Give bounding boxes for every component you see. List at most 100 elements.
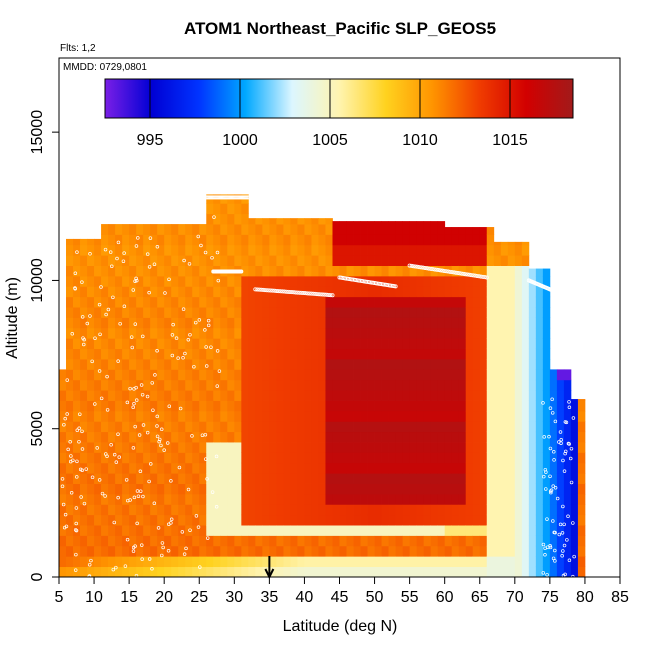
heatmap-cell [416, 452, 425, 464]
heatmap-cell [73, 390, 81, 401]
heatmap-cell [423, 493, 432, 505]
heatmap-cell [213, 390, 221, 401]
heatmap-cell [248, 535, 256, 547]
heatmap-cell [290, 275, 298, 287]
heatmap-cell [101, 504, 109, 516]
profile-point [148, 462, 153, 466]
profile-point [74, 521, 78, 526]
heatmap-cell [122, 400, 130, 412]
heatmap-cell [556, 493, 565, 505]
heatmap-cell [479, 296, 488, 308]
heatmap-cell [465, 462, 474, 474]
heatmap-cell [332, 442, 340, 453]
heatmap-cell [220, 493, 228, 505]
heatmap-cell [157, 504, 165, 516]
heatmap-cell [381, 234, 389, 246]
heatmap-cell [479, 535, 488, 547]
heatmap-cell [444, 379, 453, 391]
heatmap-cell [269, 255, 277, 266]
heatmap-cell [521, 556, 530, 568]
heatmap-cell [374, 255, 382, 266]
heatmap-cell [388, 504, 396, 516]
heatmap-cell [290, 535, 298, 547]
heatmap-cell [395, 307, 404, 318]
heatmap-cell [486, 255, 495, 266]
heatmap-cell [437, 566, 446, 577]
heatmap-cell [290, 218, 298, 225]
heatmap-cell [332, 493, 340, 505]
heatmap-cell [339, 234, 347, 246]
heatmap-cell [472, 410, 481, 422]
heatmap-cell [129, 234, 137, 246]
heatmap-cell [353, 442, 361, 453]
heatmap-cell [409, 566, 418, 577]
heatmap-cell [241, 338, 249, 350]
heatmap-cell [416, 421, 425, 433]
heatmap-cell [213, 556, 221, 568]
heatmap-cell [206, 483, 214, 495]
heatmap-cell [66, 307, 74, 318]
profile-point [204, 457, 208, 461]
heatmap-cell [192, 379, 200, 391]
heatmap-cell [192, 286, 200, 298]
heatmap-cell [234, 525, 242, 536]
heatmap-cell [507, 317, 516, 329]
profile-point [205, 536, 210, 540]
heatmap-cell [339, 307, 347, 318]
heatmap-cell [101, 296, 109, 308]
y-tick-label: 15000 [29, 110, 46, 155]
heatmap-cell [59, 514, 67, 526]
heatmap-cell [423, 379, 432, 391]
heatmap-cell [297, 556, 305, 568]
heatmap-cell [311, 452, 319, 464]
profile-point [147, 479, 151, 484]
heatmap-cell [73, 462, 81, 474]
heatmap-cell [325, 452, 333, 464]
heatmap-cell [507, 307, 516, 318]
heatmap-cell [234, 327, 242, 339]
heatmap-cell [367, 421, 375, 433]
heatmap-cell [374, 431, 382, 443]
heatmap-cell [304, 327, 312, 339]
heatmap-cell [255, 514, 263, 526]
heatmap-cell [332, 431, 340, 443]
x-tick-label: 45 [331, 589, 349, 606]
heatmap-cell [528, 317, 537, 329]
profile-point [558, 522, 563, 527]
heatmap-cell [136, 431, 144, 443]
heatmap-cell [304, 255, 312, 266]
heatmap-cell [80, 307, 88, 318]
heatmap-cell [570, 504, 579, 516]
profile-point [159, 443, 163, 448]
heatmap-cell [227, 369, 235, 381]
heatmap-cell [486, 431, 495, 443]
heatmap-cell [472, 338, 481, 350]
heatmap-cell [458, 317, 467, 329]
heatmap-cell [360, 452, 368, 464]
heatmap-cell [115, 556, 123, 568]
heatmap-cell [563, 504, 572, 516]
heatmap-cell [493, 348, 502, 360]
heatmap-cell [213, 224, 221, 235]
profile-point [147, 290, 151, 295]
heatmap-cell [409, 462, 418, 474]
heatmap-cell [248, 556, 256, 568]
flight-track-point [316, 292, 321, 297]
heatmap-cell [360, 221, 368, 225]
heatmap-cell [269, 525, 277, 536]
profile-point [65, 412, 69, 416]
heatmap-cell [108, 504, 116, 516]
heatmap-cell [367, 286, 375, 298]
heatmap-cell [143, 462, 151, 474]
heatmap-cell [318, 452, 326, 464]
heatmap-cell [360, 327, 368, 339]
heatmap-cell [318, 535, 326, 547]
heatmap-cell [304, 514, 312, 526]
heatmap-cell [220, 296, 228, 308]
heatmap-cell [248, 307, 256, 318]
heatmap-cell [276, 442, 284, 453]
heatmap-cell [430, 431, 439, 443]
heatmap-cell [465, 483, 474, 495]
flight-track-point [473, 273, 478, 278]
heatmap-cell [171, 244, 179, 256]
